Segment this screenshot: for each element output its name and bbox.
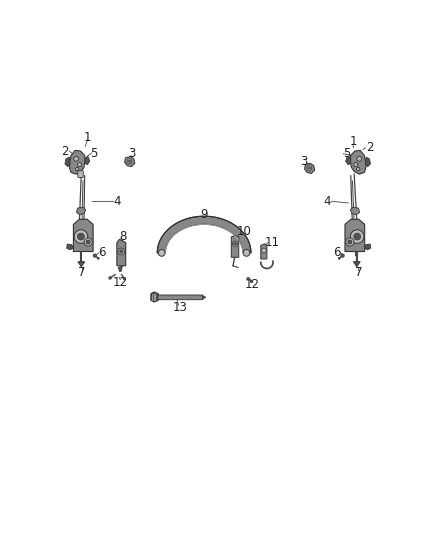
- Polygon shape: [69, 150, 85, 174]
- Polygon shape: [78, 262, 85, 267]
- Circle shape: [338, 257, 340, 260]
- Polygon shape: [346, 157, 351, 165]
- Circle shape: [97, 257, 99, 260]
- Circle shape: [233, 243, 237, 245]
- Circle shape: [341, 254, 344, 257]
- Polygon shape: [202, 295, 206, 300]
- Circle shape: [158, 249, 165, 256]
- Circle shape: [354, 163, 358, 167]
- Polygon shape: [125, 157, 135, 167]
- Circle shape: [128, 160, 131, 162]
- Circle shape: [109, 277, 111, 279]
- Polygon shape: [117, 239, 126, 266]
- Polygon shape: [365, 244, 371, 250]
- Text: 1: 1: [84, 131, 92, 144]
- Circle shape: [250, 280, 253, 282]
- Circle shape: [74, 230, 88, 244]
- Circle shape: [350, 230, 364, 244]
- Text: 5: 5: [90, 147, 98, 159]
- Polygon shape: [85, 157, 90, 165]
- Text: 4: 4: [114, 195, 121, 208]
- Circle shape: [86, 240, 90, 244]
- Text: 1: 1: [350, 135, 357, 148]
- Text: 12: 12: [245, 278, 260, 291]
- Circle shape: [120, 250, 123, 253]
- Circle shape: [307, 166, 312, 171]
- Text: 6: 6: [333, 246, 340, 260]
- Text: 7: 7: [78, 266, 86, 279]
- Circle shape: [118, 248, 125, 255]
- Polygon shape: [350, 207, 360, 215]
- Polygon shape: [231, 235, 239, 257]
- Polygon shape: [304, 163, 315, 173]
- Circle shape: [348, 240, 352, 244]
- Circle shape: [357, 157, 362, 161]
- Text: 2: 2: [366, 141, 374, 154]
- Text: 2: 2: [61, 144, 69, 158]
- Circle shape: [78, 163, 81, 167]
- Polygon shape: [365, 157, 371, 167]
- Circle shape: [93, 254, 96, 257]
- Polygon shape: [67, 244, 74, 250]
- Text: 4: 4: [323, 195, 331, 208]
- Circle shape: [127, 159, 132, 164]
- Text: 10: 10: [237, 224, 251, 238]
- Polygon shape: [74, 219, 93, 252]
- FancyBboxPatch shape: [78, 171, 83, 177]
- Polygon shape: [157, 216, 251, 253]
- Text: 5: 5: [343, 147, 350, 160]
- Polygon shape: [77, 207, 86, 215]
- Circle shape: [261, 248, 266, 253]
- Circle shape: [78, 233, 84, 240]
- Text: 9: 9: [200, 208, 208, 221]
- Text: 12: 12: [113, 276, 128, 288]
- Polygon shape: [350, 150, 366, 174]
- Circle shape: [84, 238, 92, 246]
- Circle shape: [354, 233, 360, 240]
- Circle shape: [75, 167, 79, 171]
- Circle shape: [308, 167, 311, 169]
- Polygon shape: [151, 292, 158, 302]
- Polygon shape: [261, 244, 267, 259]
- Polygon shape: [345, 219, 365, 252]
- Polygon shape: [65, 157, 70, 167]
- Polygon shape: [353, 262, 360, 267]
- Text: 7: 7: [356, 266, 363, 279]
- Circle shape: [357, 167, 360, 171]
- Text: 6: 6: [98, 246, 106, 260]
- Text: 8: 8: [119, 230, 126, 243]
- Text: 11: 11: [265, 236, 279, 248]
- Circle shape: [243, 249, 250, 256]
- Circle shape: [346, 238, 354, 246]
- Circle shape: [123, 277, 126, 280]
- Circle shape: [232, 241, 238, 246]
- Circle shape: [74, 157, 78, 161]
- Circle shape: [247, 277, 250, 280]
- Text: 3: 3: [300, 155, 308, 168]
- Text: 3: 3: [128, 147, 136, 160]
- Text: 13: 13: [172, 301, 187, 314]
- Polygon shape: [118, 266, 122, 272]
- FancyBboxPatch shape: [158, 295, 203, 300]
